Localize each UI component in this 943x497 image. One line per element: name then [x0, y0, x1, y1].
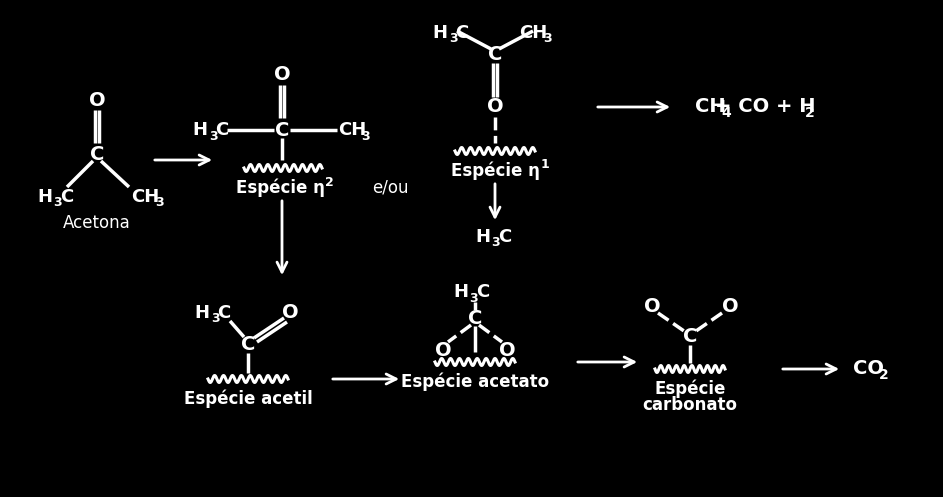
Text: H: H — [38, 188, 53, 206]
Text: CH: CH — [519, 24, 547, 42]
Text: 3: 3 — [362, 130, 371, 143]
Text: H: H — [194, 304, 209, 322]
Text: 3: 3 — [208, 130, 217, 143]
Text: O: O — [487, 97, 504, 116]
Text: C: C — [90, 146, 104, 165]
Text: CH: CH — [695, 97, 725, 116]
Text: O: O — [273, 66, 290, 84]
Text: CH: CH — [338, 121, 366, 139]
Text: 2: 2 — [879, 368, 889, 382]
Text: 3: 3 — [542, 32, 552, 46]
Text: O: O — [721, 298, 738, 317]
Text: 3: 3 — [54, 196, 62, 210]
Text: C: C — [455, 24, 469, 42]
Text: 1: 1 — [540, 159, 550, 171]
Text: C: C — [468, 309, 482, 328]
Text: 3: 3 — [470, 292, 478, 305]
Text: O: O — [282, 304, 298, 323]
Text: C: C — [240, 335, 256, 354]
Text: C: C — [218, 304, 231, 322]
Text: + CO + H: + CO + H — [715, 97, 816, 116]
Text: Espécie: Espécie — [654, 380, 726, 398]
Text: 3: 3 — [210, 313, 220, 326]
Text: O: O — [89, 90, 106, 109]
Text: 3: 3 — [155, 196, 163, 210]
Text: C: C — [274, 120, 290, 140]
Text: carbonato: carbonato — [642, 396, 737, 414]
Text: C: C — [683, 328, 697, 346]
Text: O: O — [435, 340, 452, 359]
Text: H: H — [454, 283, 469, 301]
Text: CO: CO — [852, 359, 884, 379]
Text: CH: CH — [131, 188, 159, 206]
Text: C: C — [476, 283, 489, 301]
Text: 4: 4 — [721, 106, 731, 120]
Text: C: C — [498, 228, 512, 246]
Text: H: H — [433, 24, 448, 42]
Text: H: H — [192, 121, 207, 139]
Text: 2: 2 — [324, 175, 334, 188]
Text: C: C — [215, 121, 228, 139]
Text: O: O — [644, 298, 660, 317]
Text: C: C — [488, 46, 503, 65]
Text: e/ou: e/ou — [372, 179, 408, 197]
Text: H: H — [475, 228, 490, 246]
Text: Espécie η: Espécie η — [451, 162, 539, 180]
Text: Acetona: Acetona — [63, 214, 131, 232]
Text: Espécie η: Espécie η — [236, 179, 324, 197]
Text: Espécie acetato: Espécie acetato — [401, 373, 549, 391]
Text: 3: 3 — [449, 32, 457, 46]
Text: Espécie acetil: Espécie acetil — [184, 390, 312, 408]
Text: 3: 3 — [491, 237, 501, 249]
Text: 2: 2 — [805, 106, 815, 120]
Text: C: C — [60, 188, 74, 206]
Text: O: O — [499, 340, 515, 359]
